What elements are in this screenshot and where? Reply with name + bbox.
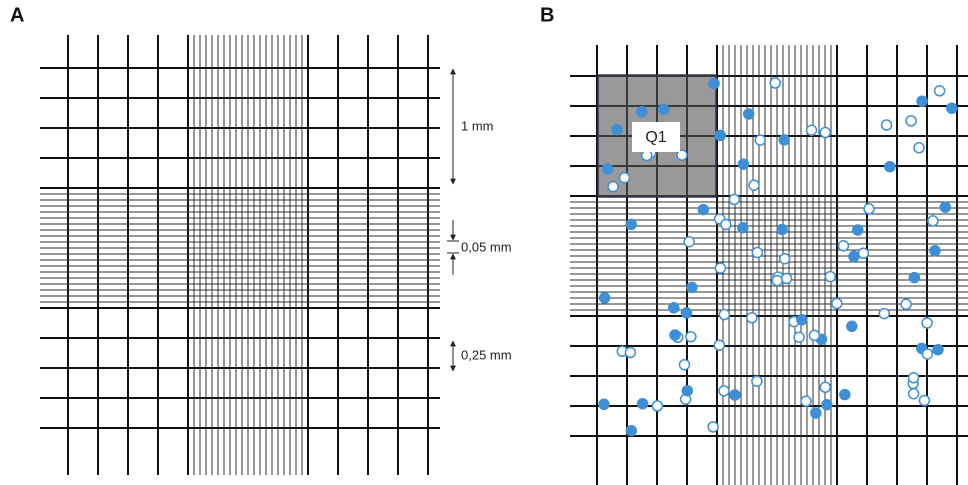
cell — [751, 246, 764, 259]
cell — [676, 149, 688, 161]
cell — [852, 224, 864, 236]
cell — [796, 314, 808, 326]
quadrant-label: Q1 — [645, 129, 666, 146]
cell — [713, 339, 726, 351]
cell — [819, 126, 832, 139]
cell — [929, 244, 941, 257]
cell — [805, 124, 818, 136]
cell — [707, 421, 719, 433]
cell — [913, 142, 925, 154]
cell — [728, 193, 741, 206]
cell — [681, 384, 694, 397]
cell — [669, 329, 681, 341]
cell — [918, 394, 931, 407]
cell — [932, 343, 944, 356]
cell — [831, 297, 843, 310]
cell — [618, 171, 631, 184]
cell — [857, 247, 870, 260]
cell — [748, 179, 760, 191]
cell — [778, 134, 790, 146]
cell — [607, 180, 619, 193]
panel-label: A — [10, 4, 24, 26]
cell — [668, 302, 680, 314]
cell — [624, 346, 637, 359]
cell — [737, 222, 749, 234]
cell — [751, 375, 763, 387]
cell — [907, 372, 920, 384]
quadrant-label-box — [632, 122, 680, 152]
cell — [776, 223, 788, 236]
cell — [933, 85, 946, 97]
cell — [678, 358, 691, 371]
cell — [598, 398, 610, 411]
cell — [878, 307, 891, 320]
cell — [921, 317, 933, 329]
cell — [769, 77, 781, 89]
cell — [821, 398, 833, 411]
cell — [657, 103, 670, 116]
cell — [839, 388, 851, 401]
cell — [819, 381, 832, 394]
cell — [824, 270, 837, 283]
cell — [720, 218, 732, 231]
cell — [884, 160, 896, 173]
cell — [685, 330, 697, 343]
cell — [683, 235, 695, 248]
cell — [846, 320, 858, 333]
cell — [916, 95, 928, 107]
cell — [863, 203, 875, 215]
cell — [718, 385, 730, 397]
cell — [718, 308, 731, 321]
scale-annotations — [447, 68, 459, 372]
cell — [900, 298, 912, 311]
cell — [780, 272, 793, 285]
cell — [625, 218, 637, 231]
cell — [880, 119, 893, 131]
cell — [742, 108, 755, 120]
cell — [908, 271, 921, 284]
cell — [754, 134, 767, 146]
cell — [636, 105, 648, 118]
cell — [737, 158, 750, 170]
annotation: 0,25 mm — [461, 347, 512, 362]
cell — [708, 77, 720, 90]
cell — [598, 292, 611, 304]
cell — [611, 123, 623, 136]
cell — [686, 281, 698, 294]
grid-a — [40, 35, 440, 475]
cell — [714, 262, 727, 274]
cell — [771, 274, 783, 287]
cell — [837, 240, 850, 252]
cell — [808, 329, 821, 342]
cell — [939, 201, 952, 213]
cell — [746, 312, 758, 324]
cell — [927, 215, 939, 227]
annotation: 1 mm — [461, 118, 494, 133]
cell — [848, 250, 860, 263]
cell — [697, 203, 710, 216]
cell — [601, 163, 614, 175]
cell — [651, 400, 664, 412]
cell — [636, 397, 649, 410]
cell — [921, 348, 934, 360]
cell — [625, 424, 638, 437]
annotation: 0,05 mm — [461, 239, 512, 254]
cell — [946, 102, 958, 115]
cell — [800, 395, 812, 407]
cell — [793, 331, 805, 343]
cell — [810, 407, 822, 419]
cells — [598, 77, 958, 437]
panel-label: B — [540, 4, 554, 26]
cell — [714, 129, 727, 142]
cell — [907, 387, 920, 400]
cell — [778, 252, 791, 265]
cell — [729, 389, 741, 401]
cell — [680, 307, 693, 319]
cell — [905, 115, 917, 127]
